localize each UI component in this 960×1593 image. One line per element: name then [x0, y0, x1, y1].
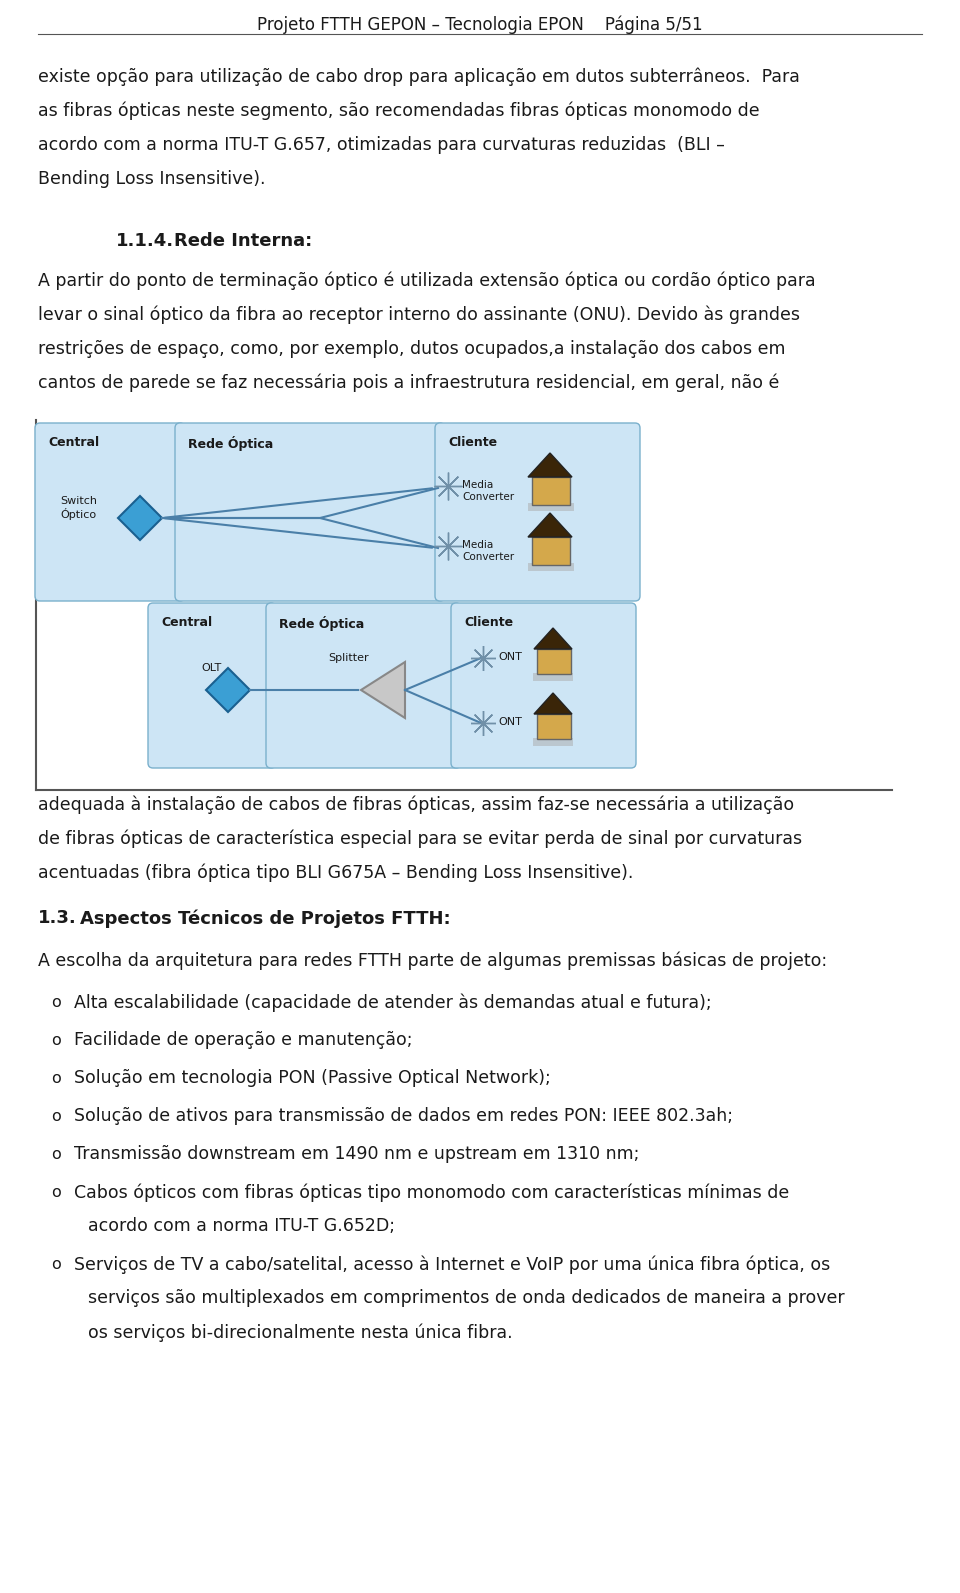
Text: Projeto FTTH GEPON – Tecnologia EPON    Página 5/51: Projeto FTTH GEPON – Tecnologia EPON Pág… [257, 16, 703, 35]
Polygon shape [534, 628, 572, 648]
Text: Rede Óptica: Rede Óptica [188, 436, 274, 451]
Polygon shape [206, 667, 250, 712]
Text: ONT: ONT [498, 652, 522, 663]
Polygon shape [361, 663, 405, 718]
Polygon shape [534, 693, 572, 714]
Text: restrições de espaço, como, por exemplo, dutos ocupados,a instalação dos cabos e: restrições de espaço, como, por exemplo,… [38, 339, 785, 358]
Text: Aspectos Técnicos de Projetos FTTH:: Aspectos Técnicos de Projetos FTTH: [80, 910, 450, 927]
FancyBboxPatch shape [533, 672, 573, 680]
Text: OLT: OLT [201, 663, 221, 672]
FancyBboxPatch shape [532, 476, 570, 505]
FancyBboxPatch shape [435, 424, 640, 601]
Text: Switch
Óptico: Switch Óptico [60, 495, 97, 519]
Text: Facilidade de operação e manutenção;: Facilidade de operação e manutenção; [74, 1031, 413, 1050]
FancyBboxPatch shape [451, 604, 636, 768]
Text: levar o sinal óptico da fibra ao receptor interno do assinante (ONU). Devido às : levar o sinal óptico da fibra ao recepto… [38, 306, 800, 325]
Text: Rede Óptica: Rede Óptica [279, 616, 364, 631]
Text: de fibras ópticas de característica especial para se evitar perda de sinal por c: de fibras ópticas de característica espe… [38, 828, 803, 847]
Text: os serviços bi-direcionalmente nesta única fibra.: os serviços bi-direcionalmente nesta úni… [88, 1324, 513, 1341]
Text: A escolha da arquitetura para redes FTTH parte de algumas premissas básicas de p: A escolha da arquitetura para redes FTTH… [38, 951, 828, 970]
Text: adequada à instalação de cabos de fibras ópticas, assim faz-se necessária a util: adequada à instalação de cabos de fibras… [38, 795, 794, 814]
FancyBboxPatch shape [528, 503, 574, 511]
Text: Cabos ópticos com fibras ópticas tipo monomodo com características mínimas de: Cabos ópticos com fibras ópticas tipo mo… [74, 1184, 789, 1201]
Text: Rede Interna:: Rede Interna: [174, 233, 312, 250]
Text: Splitter: Splitter [328, 653, 369, 663]
Text: Alta escalabilidade (capacidade de atender às demandas atual e futura);: Alta escalabilidade (capacidade de atend… [74, 992, 711, 1012]
Text: Cliente: Cliente [448, 436, 497, 449]
FancyBboxPatch shape [532, 537, 570, 566]
Text: o: o [51, 1257, 60, 1271]
Text: acordo com a norma ITU-T G.657, otimizadas para curvaturas reduzidas  (BLI –: acordo com a norma ITU-T G.657, otimizad… [38, 135, 725, 155]
Text: o: o [51, 1147, 60, 1161]
Text: Bending Loss Insensitive).: Bending Loss Insensitive). [38, 170, 266, 188]
Text: Media
Converter: Media Converter [462, 479, 515, 502]
Text: Media
Converter: Media Converter [462, 540, 515, 562]
Polygon shape [528, 513, 572, 537]
Text: acentuadas (fibra óptica tipo BLI G675A – Bending Loss Insensitive).: acentuadas (fibra óptica tipo BLI G675A … [38, 863, 634, 881]
Text: Serviços de TV a cabo/satelital, acesso à Internet e VoIP por uma única fibra óp: Serviços de TV a cabo/satelital, acesso … [74, 1255, 830, 1273]
Text: serviços são multiplexados em comprimentos de onda dedicados de maneira a prover: serviços são multiplexados em compriment… [88, 1289, 845, 1306]
Text: 1.3.: 1.3. [38, 910, 77, 927]
Text: Transmissão downstream em 1490 nm e upstream em 1310 nm;: Transmissão downstream em 1490 nm e upst… [74, 1145, 639, 1163]
Text: A partir do ponto de terminação óptico é utilizada extensão óptica ou cordão ópt: A partir do ponto de terminação óptico é… [38, 272, 816, 290]
Text: Solução em tecnologia PON (Passive Optical Network);: Solução em tecnologia PON (Passive Optic… [74, 1069, 551, 1086]
Text: as fibras ópticas neste segmento, são recomendadas fibras ópticas monomodo de: as fibras ópticas neste segmento, são re… [38, 102, 759, 121]
FancyBboxPatch shape [175, 424, 445, 601]
FancyBboxPatch shape [537, 648, 571, 674]
FancyBboxPatch shape [528, 562, 574, 570]
FancyBboxPatch shape [35, 424, 185, 601]
Polygon shape [528, 452, 572, 476]
Text: o: o [51, 1109, 60, 1125]
Text: 1.1.4.: 1.1.4. [116, 233, 174, 250]
Text: o: o [51, 996, 60, 1010]
Text: Central: Central [161, 616, 212, 629]
Text: o: o [51, 1032, 60, 1048]
Text: acordo com a norma ITU-T G.652D;: acordo com a norma ITU-T G.652D; [88, 1217, 395, 1235]
Text: o: o [51, 1185, 60, 1200]
Text: Solução de ativos para transmissão de dados em redes PON: IEEE 802.3ah;: Solução de ativos para transmissão de da… [74, 1107, 733, 1125]
Text: existe opção para utilização de cabo drop para aplicação em dutos subterrâneos. : existe opção para utilização de cabo dro… [38, 68, 800, 86]
Text: Cliente: Cliente [464, 616, 514, 629]
Text: o: o [51, 1070, 60, 1086]
Text: Central: Central [48, 436, 99, 449]
Polygon shape [118, 495, 162, 540]
FancyBboxPatch shape [537, 714, 571, 739]
FancyBboxPatch shape [266, 604, 461, 768]
FancyBboxPatch shape [533, 738, 573, 746]
FancyBboxPatch shape [148, 604, 276, 768]
Text: ONT: ONT [498, 717, 522, 726]
Text: cantos de parede se faz necessária pois a infraestrutura residencial, em geral, : cantos de parede se faz necessária pois … [38, 374, 780, 392]
